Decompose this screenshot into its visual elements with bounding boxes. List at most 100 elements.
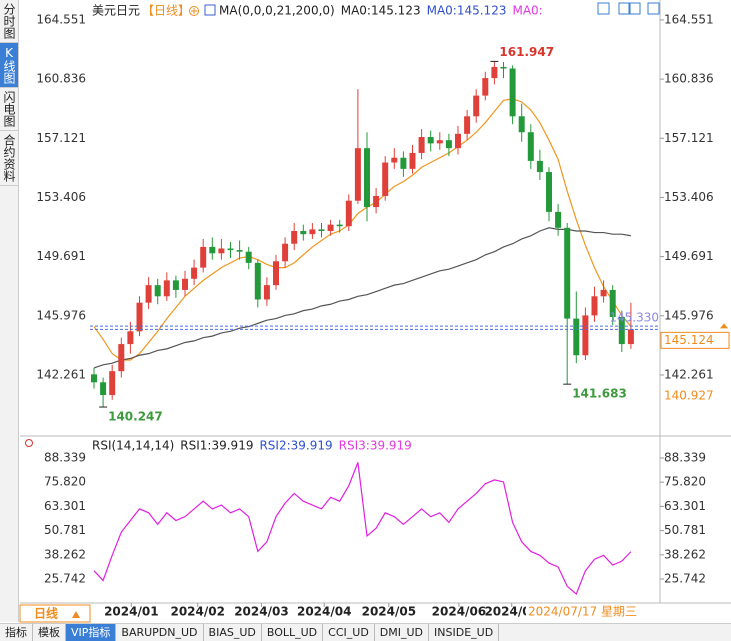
candle-body <box>400 157 407 169</box>
candle-body <box>464 116 471 134</box>
axis-marker: 140.927 <box>664 389 714 403</box>
y-tick-label: 25.742 <box>44 572 86 586</box>
bottom-tab[interactable]: INSIDE_UD <box>429 624 500 641</box>
last-price-label: 145.124 <box>664 333 714 347</box>
candle-body <box>555 211 562 228</box>
y-tick-label-right: 25.742 <box>664 572 706 586</box>
candle-body <box>145 285 152 303</box>
candle-body <box>118 344 125 372</box>
candle-body <box>227 248 234 251</box>
period-arrow <box>72 611 80 618</box>
tool-icon[interactable] <box>618 2 631 15</box>
chart: 日线 美元日元 【日线】 MA(0,0,0,21,200,0) MA0:145.123… <box>19 0 731 623</box>
ma-line <box>93 227 632 369</box>
header-label: MA0:145.123 <box>427 4 507 18</box>
candle-body <box>318 229 325 231</box>
candle-body <box>136 302 143 332</box>
sidebar: 分时图 K线图 闪电图 合约资料 <box>0 0 19 622</box>
high-label: 161.947 <box>499 45 554 59</box>
last-price-arrow <box>720 323 728 329</box>
bottom-tab[interactable]: 模板 <box>33 624 66 641</box>
x-tick-label: 2024/05 <box>362 605 416 619</box>
candle-body <box>245 251 252 263</box>
candle-body <box>546 172 552 212</box>
sidebar-tab[interactable]: K线图 <box>0 43 18 88</box>
bottom-tab[interactable]: 指标 <box>0 624 33 641</box>
bottom-tab[interactable]: DMI_UD <box>375 624 430 641</box>
y-tick-label-right: 63.301 <box>664 499 706 513</box>
y-tick-label-right: 164.551 <box>664 12 714 26</box>
candle-body <box>391 157 398 163</box>
y-tick-label-right: 157.121 <box>664 131 714 145</box>
sidebar-tab[interactable]: 合约资料 <box>0 131 18 186</box>
candle-body <box>582 315 589 356</box>
candle-body <box>436 140 443 144</box>
candle-body <box>209 246 216 254</box>
candle-body <box>218 248 225 254</box>
y-tick-label: 88.339 <box>44 450 86 464</box>
candle-body <box>154 285 161 297</box>
bottom-tab[interactable]: BOLL_UD <box>262 624 324 641</box>
candle-body <box>618 317 625 345</box>
indicator-icon[interactable] <box>25 439 33 447</box>
cursor-box <box>526 605 639 621</box>
sidebar-tab[interactable]: 闪电图 <box>0 88 18 131</box>
y-tick-label-right: 50.781 <box>664 523 706 537</box>
header-label: RSI(14,14,14) <box>92 439 174 453</box>
tool-icon[interactable] <box>628 2 641 15</box>
candle-body <box>327 224 334 231</box>
sidebar-tab[interactable]: 分时图 <box>0 0 18 43</box>
y-tick-label: 153.406 <box>36 190 86 204</box>
candle-body <box>163 280 170 297</box>
candle-body <box>236 250 243 252</box>
y-tick-label-right: 75.820 <box>664 475 706 489</box>
bottom-tab[interactable]: BIAS_UD <box>204 624 262 641</box>
y-tick-label: 38.262 <box>44 547 86 561</box>
candle-body <box>282 243 289 262</box>
candle-body <box>609 289 616 318</box>
header-label: MA(0,0,0,21,200,0) <box>219 4 335 18</box>
candle-body <box>473 95 480 117</box>
candle-body <box>91 374 97 383</box>
bottom-tab[interactable]: CCI_UD <box>323 624 375 641</box>
low-label: 141.683 <box>572 387 627 401</box>
y-tick-label-right: 149.691 <box>664 249 714 263</box>
tool-icon[interactable] <box>597 2 610 15</box>
add-icon[interactable] <box>189 6 199 16</box>
candle-body <box>382 162 389 196</box>
y-tick-label: 50.781 <box>44 523 86 537</box>
candle-body <box>418 137 425 153</box>
x-tick-label: 2024/07 <box>484 605 538 619</box>
period-tab[interactable]: 日线 <box>34 606 58 621</box>
header-label: RSI3:39.919 <box>339 439 412 453</box>
settings-icon[interactable] <box>204 4 216 16</box>
candle-body <box>191 267 198 279</box>
candle-body <box>254 262 261 300</box>
y-tick-label: 149.691 <box>36 249 86 263</box>
y-tick-label: 145.976 <box>36 308 86 322</box>
y-tick-label-right: 145.976 <box>664 308 714 322</box>
candle-body <box>373 195 380 208</box>
bottom-tab[interactable]: VIP指标 <box>66 624 117 641</box>
header-label: MA0:145.123 <box>341 4 421 18</box>
candle-body <box>445 140 452 149</box>
candle-body <box>591 296 598 316</box>
bottom-tabs: 指标 模板 VIP指标 BARUPDN_UD BIAS_UD BOLL_UD CCI_UD D… <box>0 623 731 641</box>
candle-body <box>182 278 188 290</box>
x-tick-label: 2024/03 <box>234 605 288 619</box>
candle-body <box>345 200 352 227</box>
y-tick-label: 160.836 <box>36 72 86 86</box>
y-tick-label: 157.121 <box>36 131 86 145</box>
bottom-tab[interactable]: BARUPDN_UD <box>116 624 204 641</box>
rsi-line <box>93 462 632 596</box>
candle-body <box>455 133 461 149</box>
candle-body <box>482 78 489 96</box>
header-label: RSI1:39.919 <box>180 439 253 453</box>
tool-icon[interactable] <box>647 2 660 15</box>
candle-body <box>336 224 343 227</box>
candle-body <box>172 280 179 290</box>
low-label: 140.247 <box>108 410 163 424</box>
candle-body <box>573 318 580 356</box>
last-price-box <box>660 331 730 349</box>
header-label: RSI2:39.919 <box>259 439 332 453</box>
